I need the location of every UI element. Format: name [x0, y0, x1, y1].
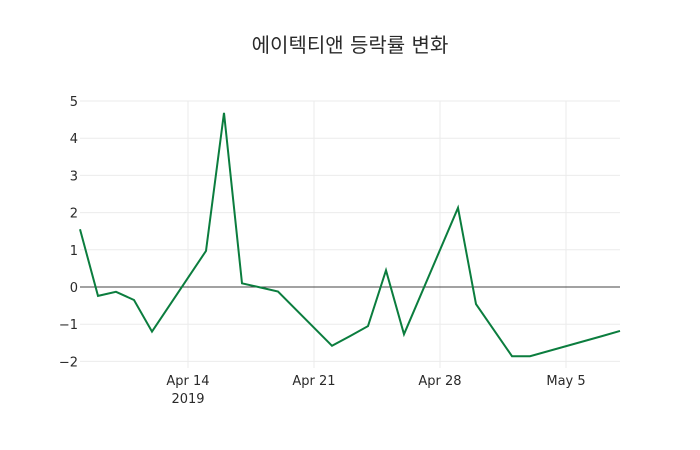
- y-axis-ticks: 5 4 3 2 1 0 −1 −2: [59, 95, 78, 370]
- y-tick-label: −1: [59, 318, 78, 333]
- x-tick-label: Apr 14: [166, 374, 209, 389]
- chart-title: 에이텍티앤 등락률 변화: [251, 33, 449, 57]
- gridlines: [80, 100, 620, 368]
- y-tick-label: 5: [70, 95, 78, 110]
- y-tick-label: 1: [70, 244, 78, 259]
- x-tick-label: Apr 28: [418, 374, 461, 389]
- x-tick-year-label: 2019: [171, 392, 204, 407]
- y-tick-label: −2: [59, 355, 78, 370]
- y-tick-label: 3: [70, 169, 78, 184]
- y-tick-label: 2: [70, 207, 78, 222]
- x-tick-label: May 5: [546, 374, 585, 389]
- series-line: [79, 112, 621, 358]
- x-tick-label: Apr 21: [292, 374, 335, 389]
- x-axis-ticks: Apr 14 2019 Apr 21 Apr 28 May 5: [166, 374, 585, 407]
- y-tick-label: 4: [70, 132, 78, 147]
- y-tick-label: 0: [70, 281, 78, 296]
